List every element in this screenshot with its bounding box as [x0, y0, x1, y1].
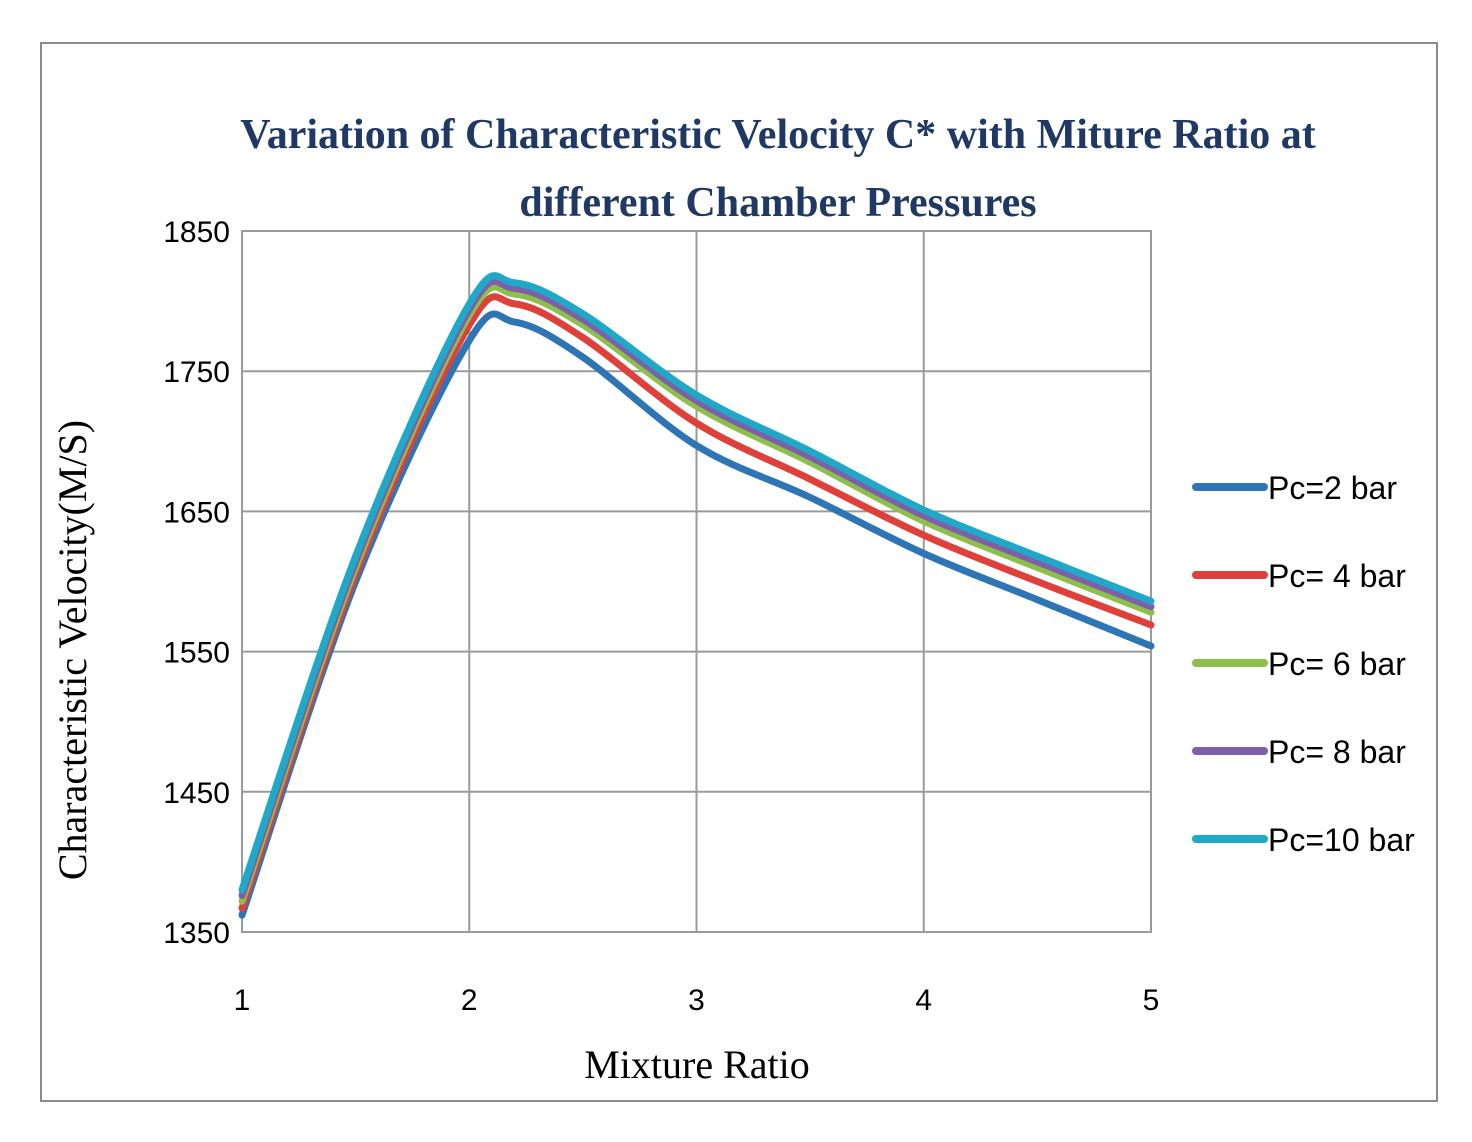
y-axis-label: Characteristic Velocity(M/S): [50, 420, 95, 880]
legend-label-4: Pc= 8 bar: [1268, 734, 1406, 770]
chart-title-line-2: different Chamber Pressures: [519, 180, 1036, 226]
legend-label-5: Pc=10 bar: [1268, 822, 1415, 858]
legend-label-1: Pc=2 bar: [1268, 470, 1397, 506]
legend-label-2: Pc= 4 bar: [1268, 558, 1406, 594]
chart-title-line-1: Variation of Characteristic Velocity C* …: [240, 112, 1316, 158]
x-tick-label: 2: [461, 984, 478, 1017]
y-tick-label: 1850: [163, 216, 230, 249]
y-tick-label: 1750: [163, 356, 230, 389]
x-tick-label: 1: [234, 984, 251, 1017]
y-tick-label: 1650: [163, 496, 230, 529]
legend: Pc=2 bar Pc= 4 bar Pc= 6 bar Pc= 8 bar Pc=10…: [1192, 470, 1415, 858]
x-tick-label: 5: [1143, 984, 1160, 1017]
series-line-5: [238, 272, 1155, 894]
series-layer: [238, 272, 1155, 919]
x-tick-label: 4: [915, 984, 932, 1017]
legend-label-3: Pc= 6 bar: [1268, 646, 1406, 682]
y-tick-label: 1550: [163, 637, 230, 670]
y-tick-label: 1450: [163, 777, 230, 810]
y-tick-label: 1350: [163, 917, 230, 950]
grid-layer: [241, 230, 1152, 933]
tick-layer: 1350 1450 1550 1650 1750 1850 1 2 3 4 5: [163, 216, 1159, 1017]
x-axis-label: Mixture Ratio: [584, 1042, 810, 1087]
x-tick-label: 3: [688, 984, 705, 1017]
